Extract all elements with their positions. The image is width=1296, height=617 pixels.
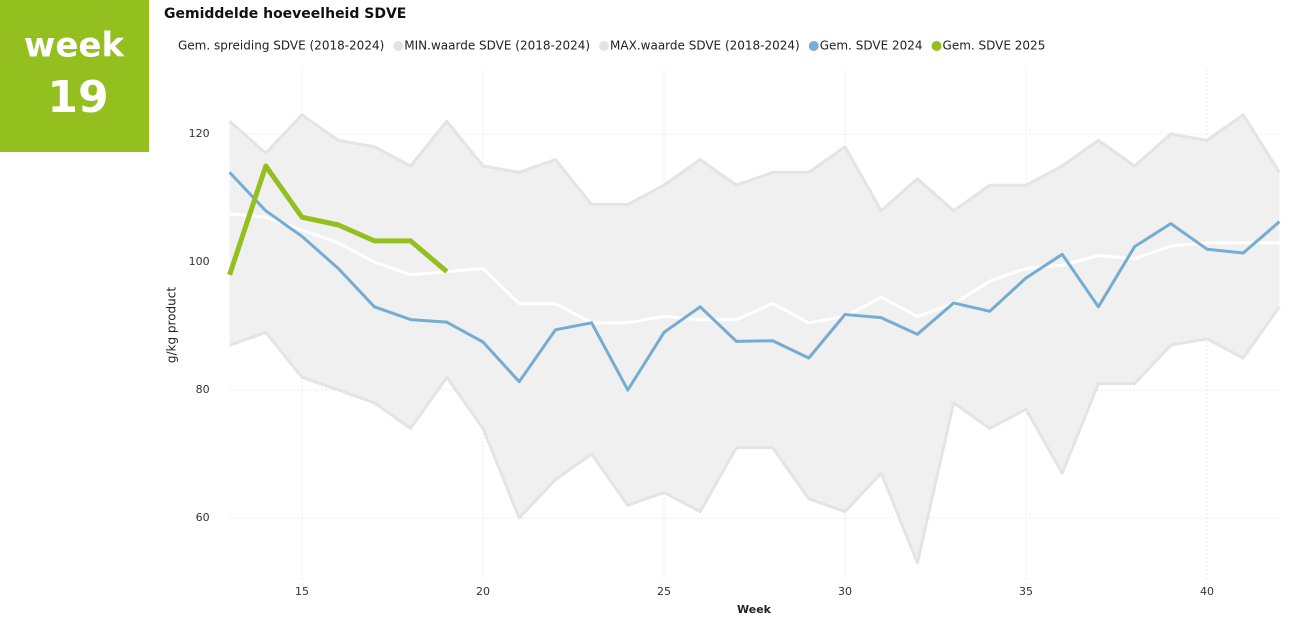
series-line <box>228 113 1281 213</box>
x-tick-label: 30 <box>838 585 852 598</box>
legend-marker <box>393 41 404 51</box>
legend-marker <box>167 41 177 51</box>
y-tick-label: 100 <box>189 255 210 268</box>
series-line <box>229 305 1281 565</box>
badge-number: 19 <box>47 72 108 123</box>
chart-title: Gemiddelde hoeveelheid SDVE <box>164 6 406 22</box>
series-line <box>228 171 1281 392</box>
y-tick-label: 80 <box>196 383 210 396</box>
legend-marker <box>931 41 942 51</box>
series-line <box>227 163 449 276</box>
y-tick-label: 60 <box>196 511 210 524</box>
legend-label: Gem. spreiding SDVE (2018-2024) <box>178 39 384 53</box>
x-tick-label: 15 <box>295 585 309 598</box>
legend-label: MIN.waarde SDVE (2018-2024) <box>404 39 590 53</box>
legend-label: Gem. SDVE 2025 <box>943 39 1046 53</box>
legend-label: Gem. SDVE 2024 <box>820 39 923 53</box>
x-axis-label: Week <box>737 603 772 616</box>
legend-label: MAX.waarde SDVE (2018-2024) <box>610 39 800 53</box>
legend-marker <box>808 41 819 51</box>
y-axis-label: g/kg product <box>165 287 179 363</box>
y-tick-label: 120 <box>189 127 210 140</box>
badge <box>0 0 149 152</box>
x-tick-label: 25 <box>657 585 671 598</box>
spread-band <box>229 114 1280 563</box>
badge-label: week <box>24 26 126 66</box>
series-line <box>229 212 1280 325</box>
legend-marker <box>599 41 610 51</box>
x-tick-label: 20 <box>476 585 490 598</box>
x-tick-label: 35 <box>1019 585 1033 598</box>
x-tick-label: 40 <box>1200 585 1214 598</box>
